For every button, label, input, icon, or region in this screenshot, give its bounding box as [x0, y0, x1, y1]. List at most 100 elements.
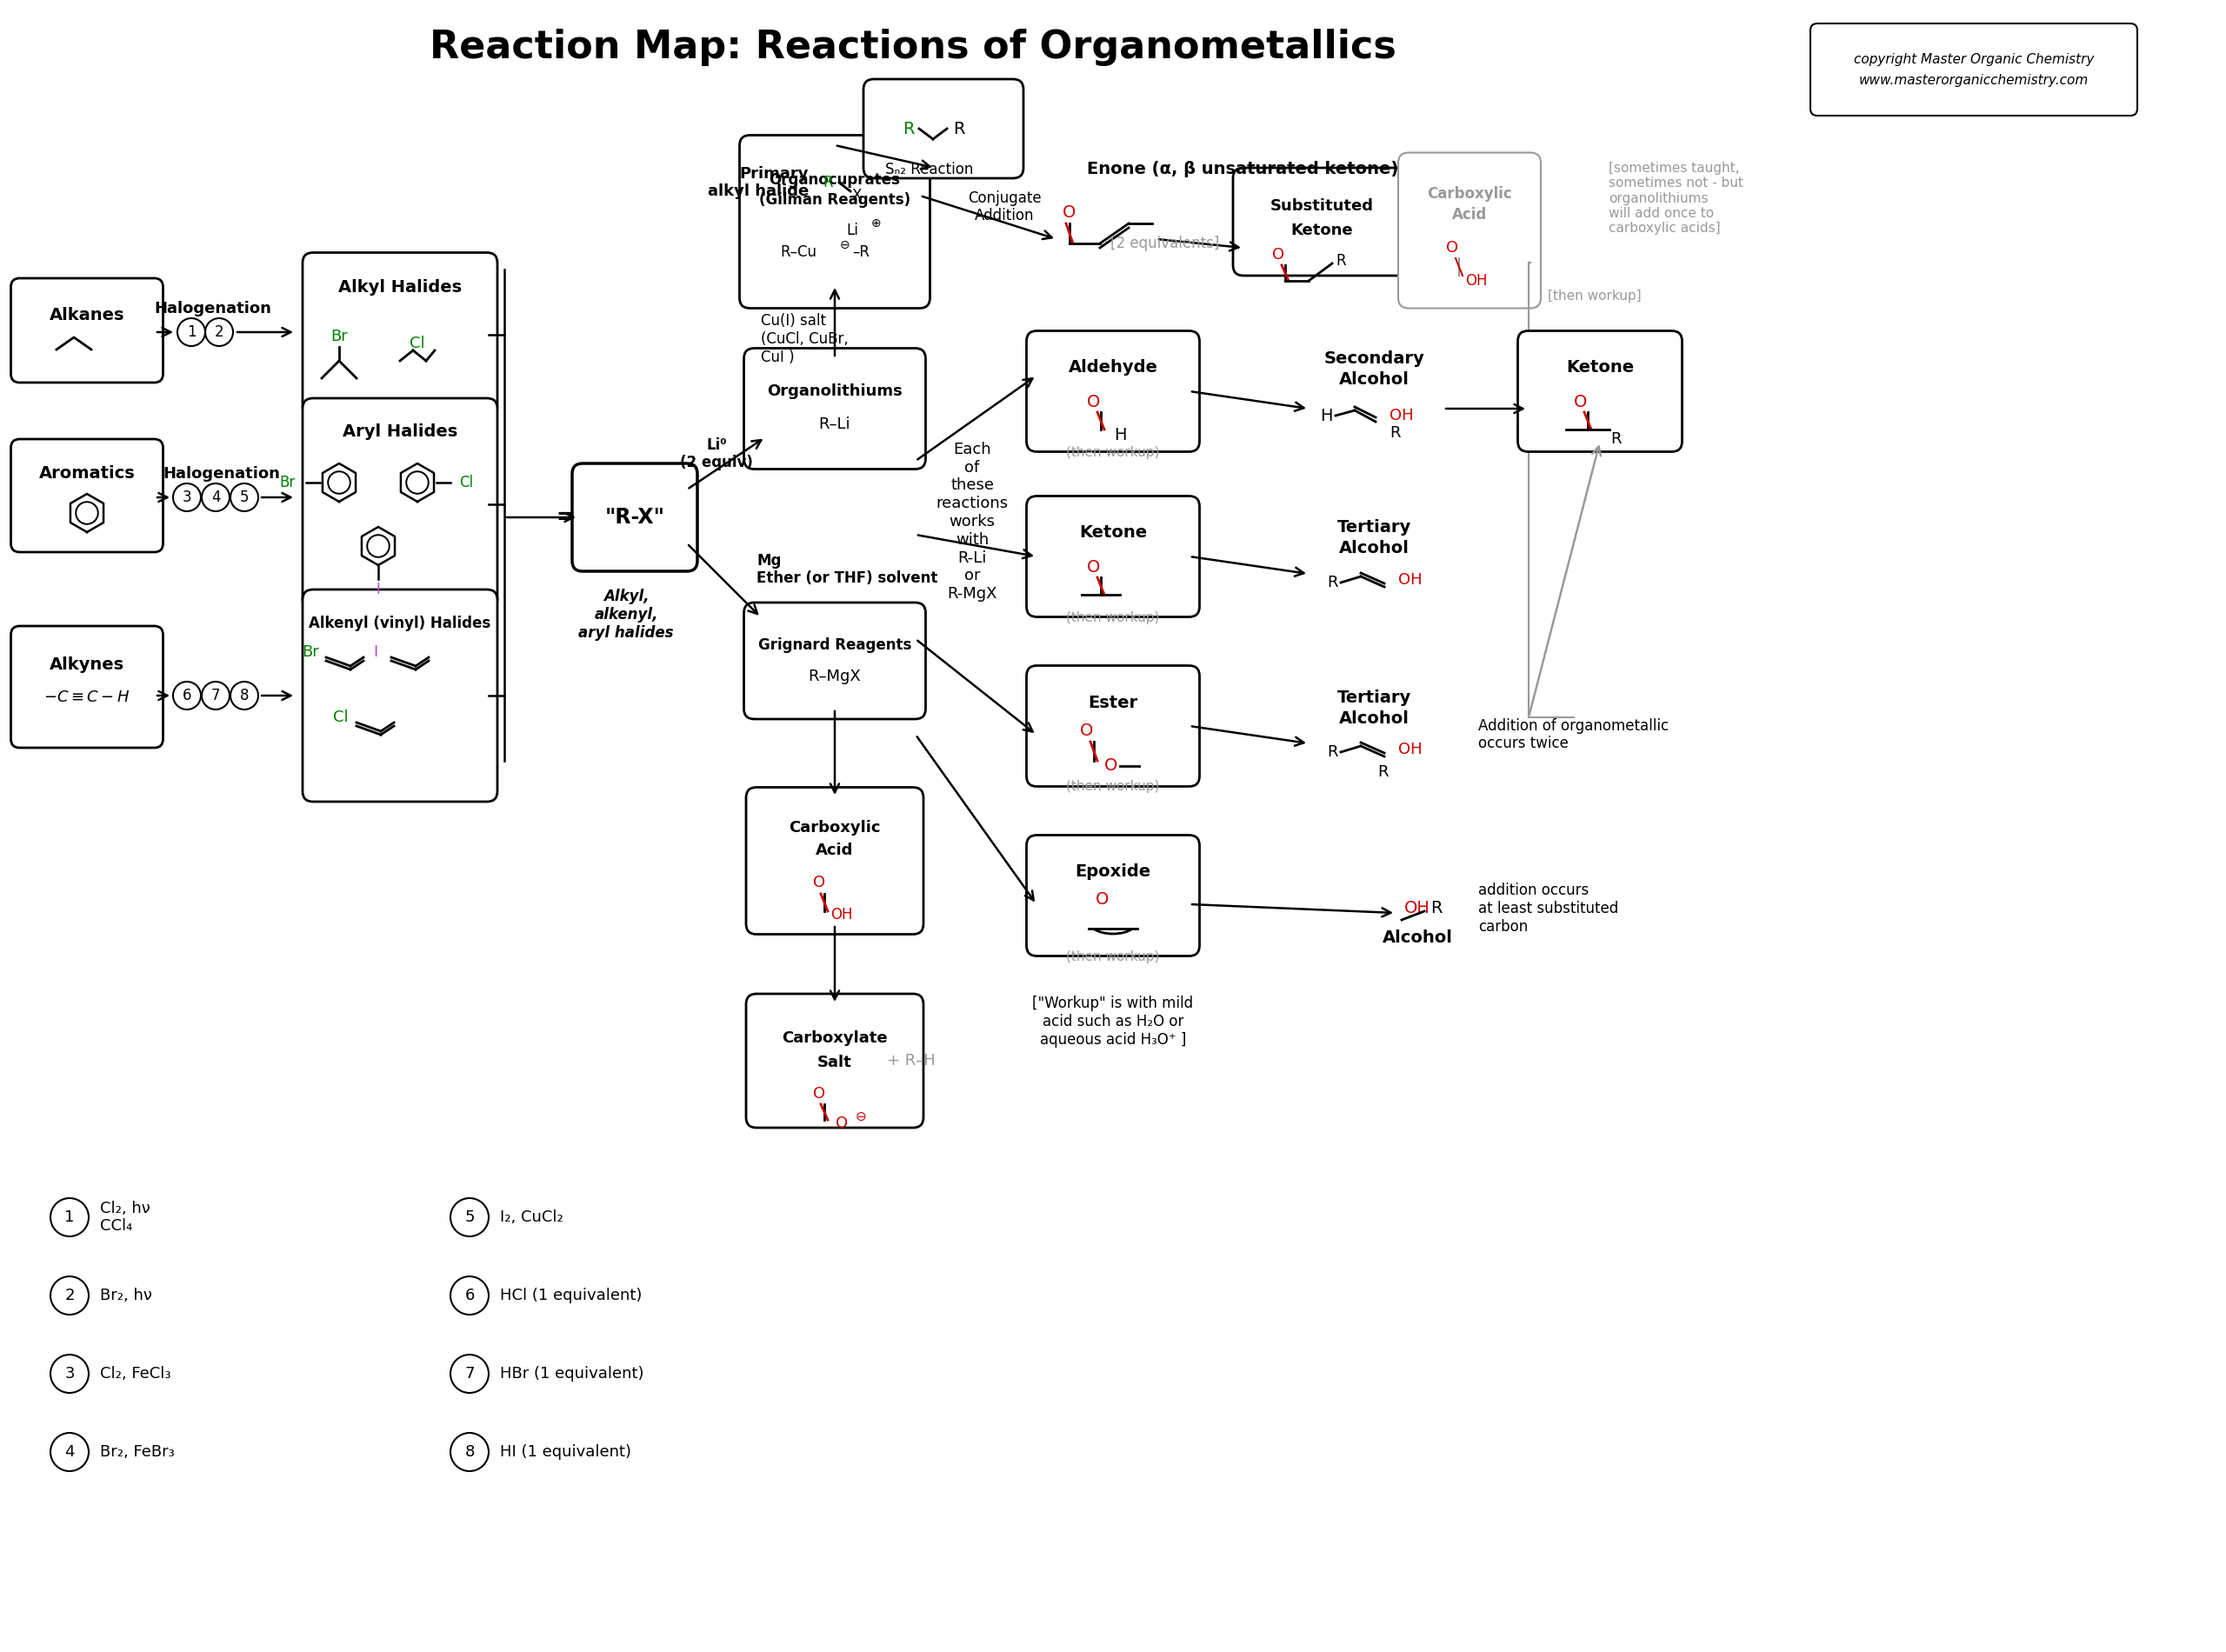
Text: R: R — [953, 121, 964, 137]
Text: OH: OH — [1389, 408, 1414, 423]
Text: =: = — [556, 507, 574, 527]
Text: R: R — [1378, 765, 1389, 780]
Text: Aryl Halides: Aryl Halides — [343, 425, 459, 441]
FancyBboxPatch shape — [572, 464, 697, 572]
FancyBboxPatch shape — [1026, 330, 1200, 451]
Text: Cl: Cl — [410, 335, 425, 352]
Text: Alcohol: Alcohol — [1338, 540, 1409, 557]
Text: –R: –R — [853, 244, 870, 259]
FancyBboxPatch shape — [743, 603, 926, 719]
Text: R: R — [904, 121, 915, 137]
Text: O: O — [1447, 240, 1458, 256]
Text: www.masterorganicchemistry.com: www.masterorganicchemistry.com — [1859, 73, 2088, 86]
Text: Cl: Cl — [459, 474, 474, 491]
Text: Ketone: Ketone — [1080, 525, 1146, 542]
Text: Conjugate
Addition: Conjugate Addition — [968, 190, 1042, 223]
Text: O: O — [1104, 758, 1117, 775]
Text: 8: 8 — [240, 687, 249, 704]
Text: 1: 1 — [187, 324, 196, 340]
FancyBboxPatch shape — [303, 398, 496, 610]
Text: Halogenation: Halogenation — [162, 466, 280, 482]
Text: HBr (1 equivalent): HBr (1 equivalent) — [501, 1366, 643, 1381]
Text: Addition of organometallic
occurs twice: Addition of organometallic occurs twice — [1478, 719, 1670, 752]
Text: Cl₂, hν
CCl₄: Cl₂, hν CCl₄ — [100, 1201, 149, 1234]
Text: Carboxylic: Carboxylic — [788, 819, 881, 836]
Text: R–Cu: R–Cu — [779, 244, 817, 259]
Text: OH: OH — [1405, 900, 1431, 917]
Text: R: R — [1389, 425, 1400, 441]
Text: (then workup): (then workup) — [1066, 446, 1160, 459]
Text: Aldehyde: Aldehyde — [1068, 360, 1158, 377]
Text: [then workup]: [then workup] — [1547, 289, 1641, 302]
Text: Epoxide: Epoxide — [1075, 864, 1151, 881]
FancyBboxPatch shape — [1398, 152, 1540, 309]
Text: 7: 7 — [465, 1366, 474, 1381]
Text: Carboxylate: Carboxylate — [781, 1031, 888, 1046]
Text: Li⁰
(2 equiv): Li⁰ (2 equiv) — [679, 438, 752, 471]
Text: R–MgX: R–MgX — [808, 669, 861, 684]
Text: Salt: Salt — [817, 1054, 853, 1070]
Text: (Gilman Reagents): (Gilman Reagents) — [759, 192, 910, 208]
Text: Organocuprates: Organocuprates — [770, 172, 899, 188]
Text: R–Li: R–Li — [819, 416, 850, 433]
Text: Each
of
these
reactions
works
with
R-Li
or
R-MgX: Each of these reactions works with R-Li … — [935, 441, 1008, 601]
FancyBboxPatch shape — [1026, 666, 1200, 786]
Text: 3: 3 — [65, 1366, 73, 1381]
Text: Acid: Acid — [817, 843, 853, 857]
FancyBboxPatch shape — [1233, 169, 1411, 276]
Text: 4: 4 — [211, 489, 220, 506]
Text: O: O — [1271, 246, 1284, 263]
FancyBboxPatch shape — [11, 278, 162, 383]
Text: ⊖: ⊖ — [855, 1110, 866, 1123]
Text: Br₂, FeBr₃: Br₂, FeBr₃ — [100, 1444, 174, 1460]
Text: 6: 6 — [465, 1287, 474, 1303]
Text: Br₂, hν: Br₂, hν — [100, 1287, 151, 1303]
Text: Cl: Cl — [334, 709, 349, 725]
Text: Primary
alkyl halide: Primary alkyl halide — [708, 165, 808, 200]
Text: 8: 8 — [465, 1444, 474, 1460]
Text: 7: 7 — [211, 687, 220, 704]
Text: Cu(I) salt
(CuCl, CuBr,
CuI ): Cu(I) salt (CuCl, CuBr, CuI ) — [761, 314, 848, 365]
Text: 3: 3 — [183, 489, 191, 506]
Text: OH: OH — [1398, 572, 1422, 588]
FancyBboxPatch shape — [746, 788, 924, 935]
FancyBboxPatch shape — [1026, 496, 1200, 616]
Text: O: O — [1086, 558, 1100, 575]
Text: Tertiary: Tertiary — [1338, 519, 1411, 535]
Text: Br: Br — [280, 474, 296, 491]
Text: OH: OH — [1465, 273, 1487, 289]
FancyBboxPatch shape — [743, 349, 926, 469]
Text: Alcohol: Alcohol — [1338, 710, 1409, 727]
Text: R: R — [824, 175, 833, 190]
Text: H: H — [1113, 426, 1126, 443]
Text: I: I — [374, 644, 378, 659]
Text: [sometimes taught,
sometimes not - but
organolithiums
will add once to
carboxyli: [sometimes taught, sometimes not - but o… — [1609, 162, 1743, 235]
Text: "R-X": "R-X" — [605, 507, 666, 527]
Text: Alkyl,
alkenyl,
aryl halides: Alkyl, alkenyl, aryl halides — [579, 588, 674, 641]
FancyBboxPatch shape — [1026, 836, 1200, 957]
Text: (then workup): (then workup) — [1066, 950, 1160, 963]
Text: O: O — [1086, 393, 1100, 410]
Text: 5: 5 — [465, 1209, 474, 1226]
Text: Grignard Reagents: Grignard Reagents — [759, 638, 910, 653]
Text: Br: Br — [329, 329, 347, 344]
Text: R: R — [1327, 575, 1338, 590]
FancyBboxPatch shape — [11, 439, 162, 552]
Text: ⊖: ⊖ — [839, 240, 850, 251]
Text: Alcohol: Alcohol — [1338, 370, 1409, 387]
FancyBboxPatch shape — [1518, 330, 1683, 451]
Text: Br: Br — [303, 644, 318, 659]
Text: Alkynes: Alkynes — [49, 657, 125, 674]
Text: 5: 5 — [240, 489, 249, 506]
Text: (then workup): (then workup) — [1066, 611, 1160, 624]
Text: Organolithiums: Organolithiums — [768, 383, 902, 400]
Text: Ketone: Ketone — [1291, 223, 1353, 238]
Text: O: O — [835, 1115, 848, 1132]
FancyBboxPatch shape — [303, 590, 496, 801]
Text: 4: 4 — [65, 1444, 73, 1460]
FancyBboxPatch shape — [303, 253, 496, 416]
Text: H: H — [1320, 408, 1333, 425]
Text: 2: 2 — [214, 324, 225, 340]
Text: Mg
Ether (or THF) solvent: Mg Ether (or THF) solvent — [757, 553, 937, 586]
Text: I: I — [376, 582, 381, 598]
